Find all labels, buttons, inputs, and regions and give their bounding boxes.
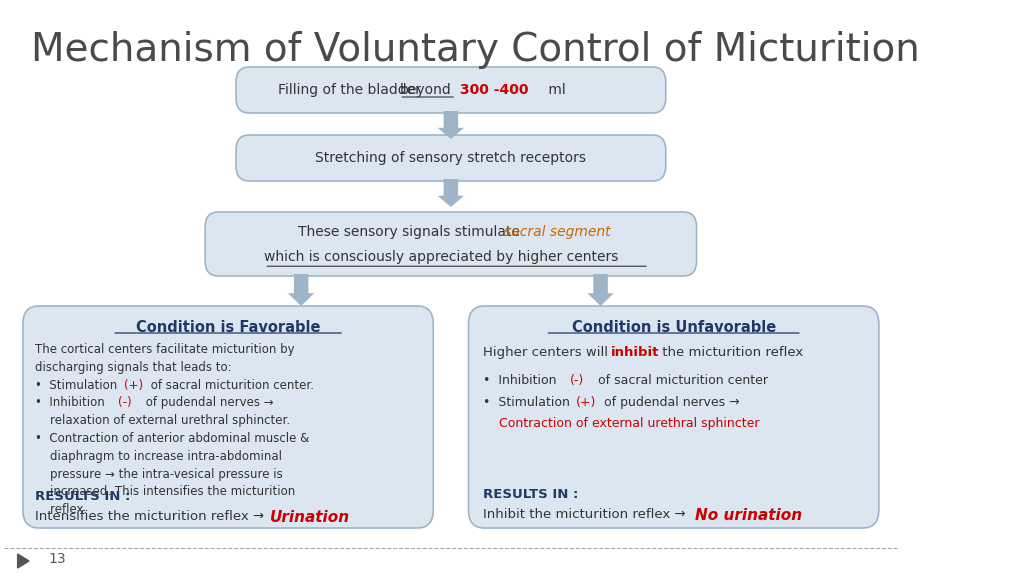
Text: •  Inhibition: • Inhibition bbox=[35, 396, 109, 410]
FancyArrow shape bbox=[288, 274, 314, 306]
Text: of pudendal nerves →: of pudendal nerves → bbox=[141, 396, 273, 410]
Text: No urination: No urination bbox=[694, 509, 802, 524]
FancyArrow shape bbox=[437, 179, 464, 207]
Text: (-): (-) bbox=[118, 396, 131, 410]
Text: increased. This intensifies the micturition: increased. This intensifies the micturit… bbox=[35, 486, 296, 498]
FancyArrow shape bbox=[588, 274, 613, 306]
Text: sacral segment: sacral segment bbox=[504, 225, 610, 239]
Text: of pudendal nerves →: of pudendal nerves → bbox=[600, 396, 739, 409]
Text: diaphragm to increase intra-abdominal: diaphragm to increase intra-abdominal bbox=[35, 450, 283, 463]
Text: of sacral micturition center: of sacral micturition center bbox=[594, 374, 768, 387]
Text: pressure → the intra-vesical pressure is: pressure → the intra-vesical pressure is bbox=[35, 468, 283, 480]
Text: •  Contraction of anterior abdominal muscle &: • Contraction of anterior abdominal musc… bbox=[35, 432, 309, 445]
Text: Condition is Favorable: Condition is Favorable bbox=[136, 320, 321, 335]
Text: Higher centers will: Higher centers will bbox=[482, 346, 611, 359]
Text: beyond: beyond bbox=[399, 83, 452, 97]
Text: Condition is Unfavorable: Condition is Unfavorable bbox=[571, 320, 776, 335]
Text: reflex.: reflex. bbox=[35, 503, 87, 516]
Text: Contraction of external urethral sphincter: Contraction of external urethral sphinct… bbox=[482, 417, 759, 430]
Text: 13: 13 bbox=[48, 552, 67, 566]
Text: ml: ml bbox=[544, 83, 566, 97]
Text: Filling of the bladder: Filling of the bladder bbox=[278, 83, 425, 97]
Text: The cortical centers facilitate micturition by: The cortical centers facilitate micturit… bbox=[35, 343, 295, 356]
Text: Intensifies the micturition reflex →: Intensifies the micturition reflex → bbox=[35, 510, 268, 524]
Text: These sensory signals stimulate: These sensory signals stimulate bbox=[298, 225, 524, 239]
Text: RESULTS IN :: RESULTS IN : bbox=[482, 487, 578, 501]
FancyBboxPatch shape bbox=[468, 306, 879, 528]
Polygon shape bbox=[17, 554, 29, 568]
Text: Stretching of sensory stretch receptors: Stretching of sensory stretch receptors bbox=[315, 151, 587, 165]
Text: which is consciously appreciated by higher centers: which is consciously appreciated by high… bbox=[264, 250, 618, 264]
Text: •  Stimulation: • Stimulation bbox=[482, 396, 573, 409]
Text: inhibit: inhibit bbox=[611, 346, 659, 359]
Text: of sacral micturition center.: of sacral micturition center. bbox=[147, 378, 314, 392]
FancyBboxPatch shape bbox=[23, 306, 433, 528]
FancyArrow shape bbox=[437, 111, 464, 139]
Text: •  Stimulation: • Stimulation bbox=[35, 378, 121, 392]
Text: relaxation of external urethral sphincter.: relaxation of external urethral sphincte… bbox=[35, 414, 291, 427]
Text: (+): (+) bbox=[577, 396, 597, 409]
Text: Urination: Urination bbox=[269, 510, 350, 525]
FancyBboxPatch shape bbox=[236, 135, 666, 181]
Text: Inhibit the micturition reflex →: Inhibit the micturition reflex → bbox=[482, 509, 689, 521]
Text: the micturition reflex: the micturition reflex bbox=[657, 346, 803, 359]
Text: RESULTS IN :: RESULTS IN : bbox=[35, 491, 131, 503]
FancyBboxPatch shape bbox=[236, 67, 666, 113]
Text: Mechanism of Voluntary Control of Micturition: Mechanism of Voluntary Control of Mictur… bbox=[31, 31, 920, 69]
Text: discharging signals that leads to:: discharging signals that leads to: bbox=[35, 361, 231, 374]
FancyBboxPatch shape bbox=[205, 212, 696, 276]
Text: (-): (-) bbox=[570, 374, 585, 387]
Text: (+): (+) bbox=[124, 378, 143, 392]
Text: 300 -400: 300 -400 bbox=[460, 83, 528, 97]
Text: •  Inhibition: • Inhibition bbox=[482, 374, 560, 387]
